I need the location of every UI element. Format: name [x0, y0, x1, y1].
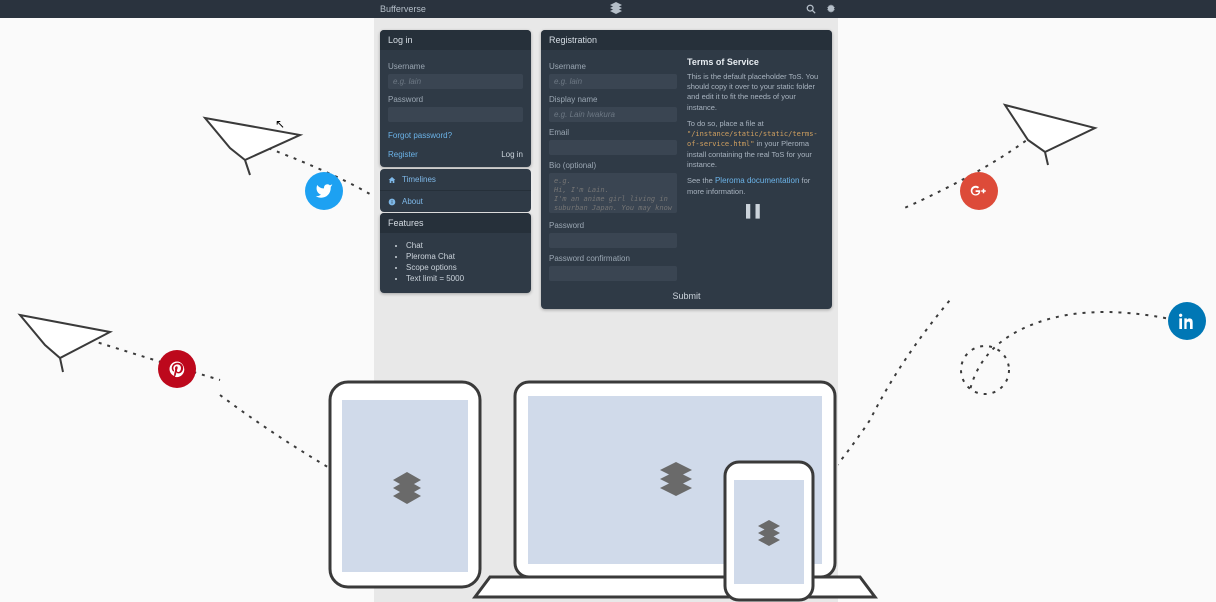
- twitter-badge: [305, 172, 343, 210]
- nav-panel: Timelines About: [380, 169, 531, 212]
- registration-panel: Registration Username Display name Email…: [541, 30, 832, 309]
- gplus-icon: [970, 182, 988, 200]
- reg-email-label: Email: [549, 128, 677, 137]
- linkedin-icon: [1179, 313, 1195, 329]
- nav-timelines[interactable]: Timelines: [380, 169, 531, 191]
- feature-item: Text limit = 5000: [406, 274, 523, 283]
- topbar-logo[interactable]: [426, 2, 806, 16]
- feature-item: Scope options: [406, 263, 523, 272]
- devices-illustration: [320, 372, 900, 602]
- reg-password-label: Password: [549, 221, 677, 230]
- feature-item: Chat: [406, 241, 523, 250]
- gplus-badge: [960, 172, 998, 210]
- topbar: Bufferverse: [0, 0, 1216, 18]
- reg-bio-label: Bio (optional): [549, 161, 677, 170]
- pause-icon: ▌▌: [687, 203, 824, 219]
- feature-item: Pleroma Chat: [406, 252, 523, 261]
- gear-icon[interactable]: [826, 4, 836, 14]
- home-icon: [388, 176, 396, 184]
- password-input[interactable]: [388, 107, 523, 122]
- submit-button[interactable]: Submit: [662, 287, 710, 305]
- reg-displayname-label: Display name: [549, 95, 677, 104]
- reg-displayname-input[interactable]: [549, 107, 677, 122]
- login-panel: Log in Username Password Forgot password…: [380, 30, 531, 167]
- register-link[interactable]: Register: [388, 150, 418, 159]
- reg-username-input[interactable]: [549, 74, 677, 89]
- login-title: Log in: [380, 30, 531, 50]
- reg-email-input[interactable]: [549, 140, 677, 155]
- tos-p1: This is the default placeholder ToS. You…: [687, 72, 824, 113]
- reg-username-label: Username: [549, 62, 677, 71]
- pleroma-doc-link[interactable]: Pleroma documentation: [715, 176, 800, 185]
- reg-password-conf-input[interactable]: [549, 266, 677, 281]
- reg-password-input[interactable]: [549, 233, 677, 248]
- nav-about-label: About: [402, 197, 423, 206]
- linkedin-badge: [1168, 302, 1206, 340]
- brand-name[interactable]: Bufferverse: [380, 4, 426, 14]
- password-label: Password: [388, 95, 523, 104]
- nav-about[interactable]: About: [380, 191, 531, 212]
- registration-title: Registration: [541, 30, 832, 50]
- features-panel: Features Chat Pleroma Chat Scope options Te…: [380, 213, 531, 293]
- reg-bio-input[interactable]: [549, 173, 677, 213]
- twitter-icon: [315, 182, 333, 200]
- username-input[interactable]: [388, 74, 523, 89]
- pinterest-badge: [158, 350, 196, 388]
- reg-password-conf-label: Password confirmation: [549, 254, 677, 263]
- search-icon[interactable]: [806, 4, 816, 14]
- tos-section: Terms of Service This is the default pla…: [687, 56, 824, 281]
- forgot-password-link[interactable]: Forgot password?: [388, 131, 452, 140]
- pinterest-icon: [168, 360, 186, 378]
- cursor-pointer: ↖: [275, 117, 285, 131]
- nav-timelines-label: Timelines: [402, 175, 436, 184]
- login-button[interactable]: Log in: [501, 150, 523, 159]
- tos-title: Terms of Service: [687, 56, 824, 68]
- tos-p3: See the Pleroma documentation for more i…: [687, 176, 824, 197]
- info-icon: [388, 198, 396, 206]
- username-label: Username: [388, 62, 523, 71]
- tos-p2: To do so, place a file at "/instance/sta…: [687, 119, 824, 170]
- features-title: Features: [380, 213, 531, 233]
